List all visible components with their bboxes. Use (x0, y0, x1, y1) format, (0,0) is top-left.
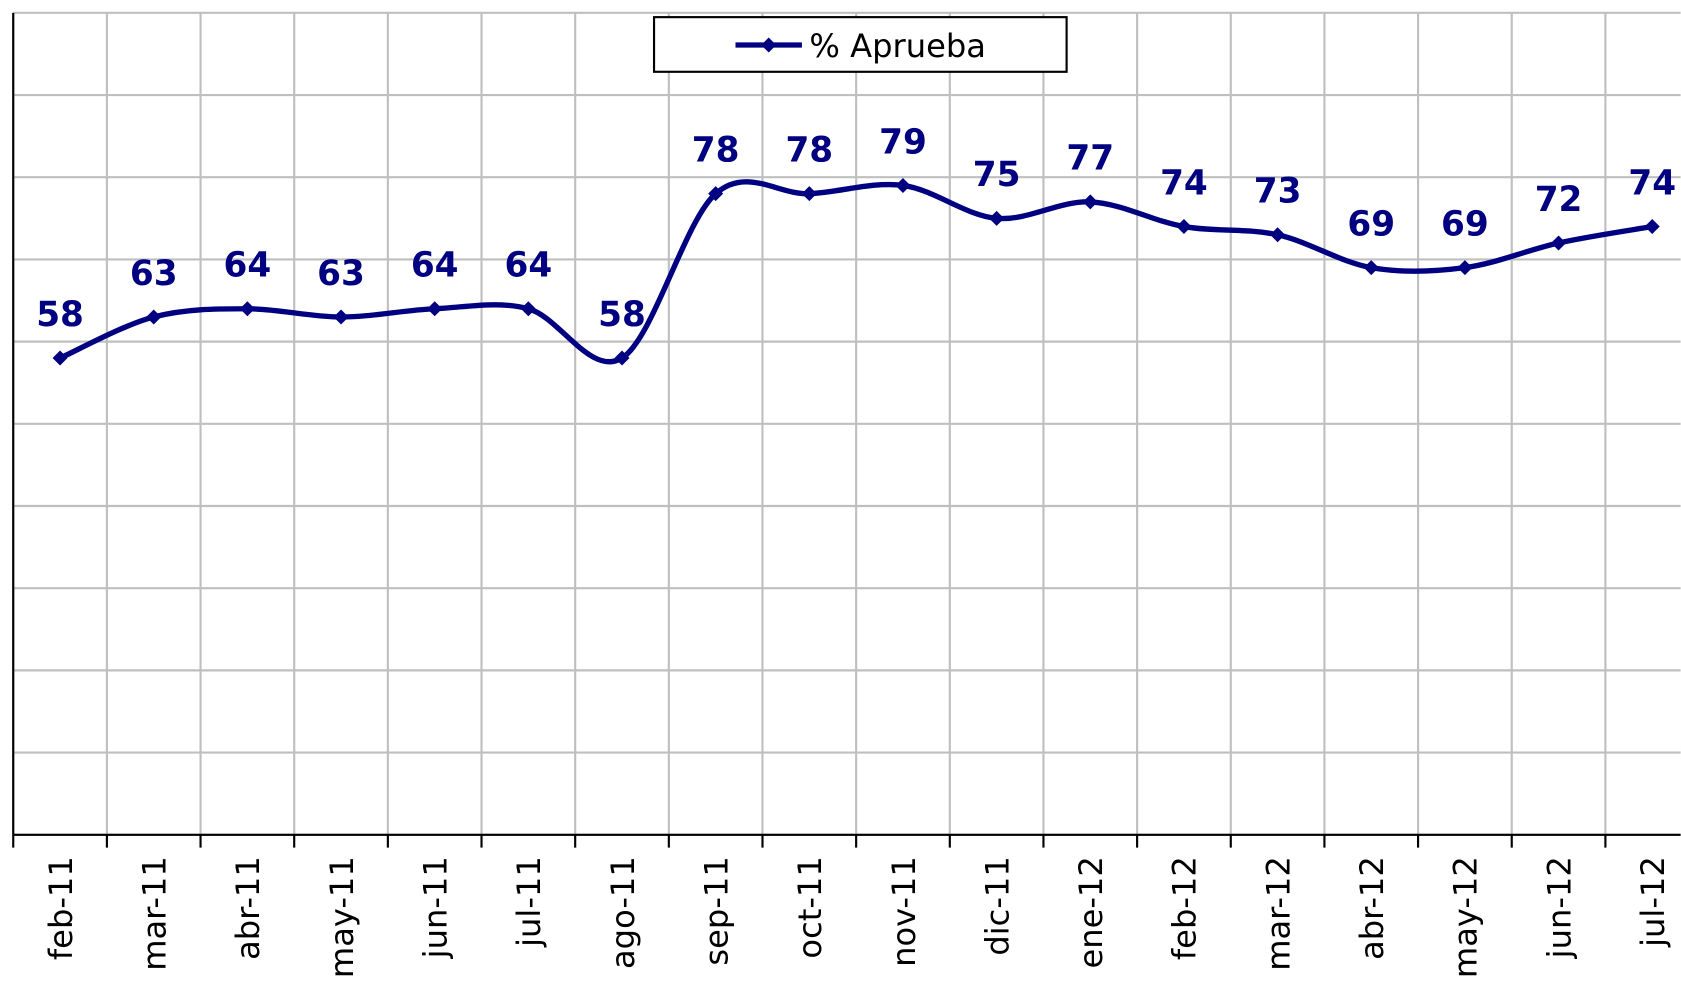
legend-box (652, 16, 1068, 73)
marker (1644, 219, 1660, 235)
x-tick-label: may-11 (323, 856, 361, 978)
marker (1082, 194, 1098, 210)
data-label: 78 (785, 131, 833, 171)
legend-marker (761, 37, 777, 53)
data-label: 64 (411, 246, 459, 286)
data-label: 75 (973, 155, 1021, 195)
marker (333, 309, 349, 325)
marker (614, 350, 630, 366)
marker (146, 309, 162, 325)
data-label: 63 (317, 254, 365, 294)
x-tick-label: nov-11 (885, 856, 923, 967)
marker (801, 186, 817, 202)
data-label: 74 (1628, 163, 1676, 203)
marker (52, 350, 68, 366)
data-label: 69 (1441, 205, 1489, 245)
marker (427, 301, 443, 317)
data-label: 69 (1347, 205, 1395, 245)
marker (895, 177, 911, 193)
data-label: 73 (1254, 172, 1302, 212)
x-tick-label: feb-12 (1166, 856, 1204, 960)
x-tick-label: jul-12 (1634, 856, 1672, 948)
marker (989, 210, 1005, 226)
data-label: 74 (1160, 163, 1208, 203)
marker (239, 301, 255, 317)
x-tick-label: abr-11 (229, 856, 267, 960)
data-label: 78 (692, 131, 740, 171)
marker (1270, 227, 1286, 243)
data-label: 77 (1066, 139, 1114, 179)
marker (1363, 260, 1379, 276)
x-tick-label: feb-11 (42, 856, 80, 960)
data-label: 64 (504, 246, 552, 286)
data-label: 63 (130, 254, 178, 294)
marker (1176, 219, 1192, 235)
legend-label: % Aprueba (809, 27, 986, 65)
x-tick-label: mar-12 (1259, 856, 1297, 971)
data-label: 58 (36, 295, 84, 335)
x-tick-label: mar-11 (136, 856, 174, 971)
x-tick-label: jul-11 (510, 856, 548, 948)
x-tick-label: ene-12 (1072, 856, 1110, 968)
x-tick-label: sep-11 (697, 856, 735, 965)
legend: % Aprueba (652, 16, 1068, 73)
marker (1457, 260, 1473, 276)
x-tick-label: dic-11 (978, 856, 1016, 955)
x-tick-label: jun-11 (416, 856, 454, 959)
data-label: 64 (224, 246, 272, 286)
data-label: 72 (1535, 180, 1583, 220)
marker (520, 301, 536, 317)
marker (1551, 235, 1567, 251)
data-label: 58 (598, 295, 646, 335)
x-tick-label: ago-11 (604, 856, 642, 969)
x-tick-label: may-12 (1447, 856, 1485, 978)
data-label: 79 (879, 122, 927, 162)
x-tick-label: jun-12 (1540, 856, 1578, 959)
x-tick-label: oct-11 (791, 856, 829, 958)
x-tick-label: abr-12 (1353, 856, 1391, 960)
